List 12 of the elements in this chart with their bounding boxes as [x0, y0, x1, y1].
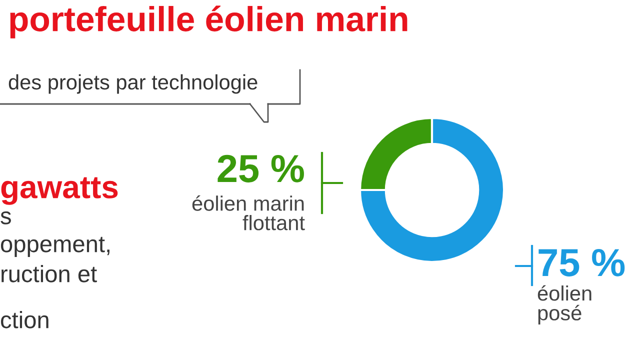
slice-label: éolien marin flottant — [192, 195, 305, 230]
text: ction — [1, 310, 48, 328]
chart-subtitle: des projets par technologie — [8, 74, 258, 94]
text: s — [0, 211, 11, 224]
data-label: 75 % — [538, 249, 625, 276]
text: gawatts — [1, 177, 118, 205]
chart-title: portefeuille éolien marin — [10, 6, 408, 38]
data-label: 25 % — [218, 154, 304, 182]
donut-slice — [358, 116, 506, 264]
legend-label: éolien posé — [538, 285, 592, 325]
text: oppement, — [0, 236, 110, 258]
text: ruction et — [2, 264, 97, 282]
